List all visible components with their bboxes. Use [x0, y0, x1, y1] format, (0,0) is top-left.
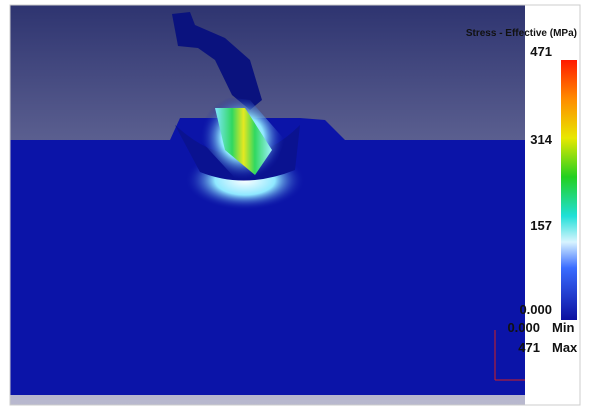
max-value: 471 [518, 340, 540, 355]
tick-label: 0.000 [519, 302, 552, 317]
screenshot: Stress - Effective (MPa) 471 314 157 0.0… [0, 0, 590, 415]
min-label: Min [552, 320, 574, 335]
tick-label: 314 [530, 132, 552, 147]
colorbar [561, 60, 577, 320]
tick-label: 157 [530, 218, 552, 233]
tick-label: 471 [530, 44, 552, 59]
legend-title: Stress - Effective (MPa) [466, 28, 577, 39]
simulation-view: Stress - Effective (MPa) 471 314 157 0.0… [0, 0, 590, 415]
max-label: Max [552, 340, 578, 355]
min-value: 0.000 [507, 320, 540, 335]
